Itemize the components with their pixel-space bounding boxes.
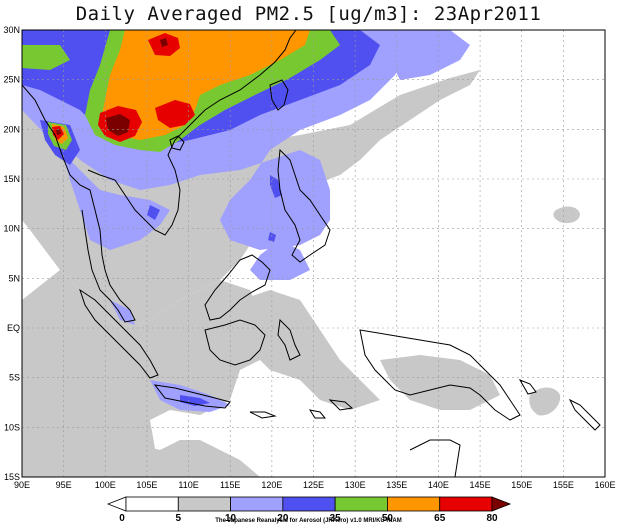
colorbar-swatch <box>125 496 179 512</box>
lon-tick-label: 135E <box>386 480 407 490</box>
lat-tick-label: 30N <box>3 25 20 35</box>
lat-tick-label: 25N <box>3 75 20 85</box>
colorbar-level-label: 0 <box>119 513 125 524</box>
colorbar-level-label: 35 <box>330 513 342 524</box>
map-title: Daily Averaged PM2.5 [ug/m3]: 23Apr2011 <box>75 3 542 25</box>
lat-tick-label: 15N <box>3 174 20 184</box>
lon-tick-label: 150E <box>511 480 532 490</box>
lat-tick-label: 5N <box>8 273 20 283</box>
pm25-fields <box>22 30 580 477</box>
lon-tick-label: 120E <box>261 480 282 490</box>
map-frame <box>21 29 606 478</box>
colorbar-over-triangle <box>491 496 512 512</box>
colorbar-under-triangle <box>106 496 127 512</box>
level-peak-field <box>56 38 168 136</box>
lon-tick-label: 110E <box>178 480 198 490</box>
lat-tick-label: 15S <box>4 472 20 482</box>
colorbar-level-label: 20 <box>277 513 289 524</box>
colorbar-swatch <box>334 496 388 512</box>
lat-tick-label: EQ <box>7 323 20 333</box>
lon-tick-label: 115E <box>220 480 240 490</box>
latitude-tick-labels: 30N 25N 20N 15N 10N 5N EQ 5S 10S 15S <box>3 25 20 482</box>
lat-tick-label: 10S <box>4 422 20 432</box>
colorbar-swatch <box>387 496 441 512</box>
coastlines <box>22 30 601 477</box>
lon-tick-label: 100E <box>95 480 116 490</box>
lon-tick-label: 95E <box>56 480 72 490</box>
lon-tick-label: 140E <box>428 480 449 490</box>
lat-tick-label: 20N <box>3 124 20 134</box>
lon-tick-label: 160E <box>594 480 615 490</box>
colorbar-swatch <box>230 496 284 512</box>
colorbar-swatch <box>282 496 336 512</box>
lon-tick-label: 130E <box>345 480 366 490</box>
colorbar-swatch <box>439 496 493 512</box>
lat-tick-label: 10N <box>3 224 20 234</box>
colorbar: 0 5 10 20 35 50 65 80 <box>106 496 512 524</box>
map-grid <box>22 30 605 477</box>
colorbar-level-label: 10 <box>225 513 237 524</box>
lon-tick-label: 90E <box>14 480 30 490</box>
lat-tick-label: 5S <box>9 373 20 383</box>
lon-tick-label: 155E <box>553 480 574 490</box>
lon-tick-label: 145E <box>470 480 491 490</box>
colorbar-level-label: 65 <box>434 513 446 524</box>
lon-tick-label: 105E <box>136 480 157 490</box>
lon-tick-label: 125E <box>303 480 324 490</box>
colorbar-swatch <box>177 496 231 512</box>
longitude-tick-labels: 90E 95E 100E 105E 110E 115E 120E 125E 130E 135E 14… <box>14 480 616 490</box>
colorbar-level-label: 50 <box>382 513 394 524</box>
colorbar-level-label: 80 <box>486 513 498 524</box>
credit-line: The Japanese Reanalysis for Aerosol (JRA… <box>215 518 402 524</box>
colorbar-level-label: 5 <box>176 513 182 524</box>
